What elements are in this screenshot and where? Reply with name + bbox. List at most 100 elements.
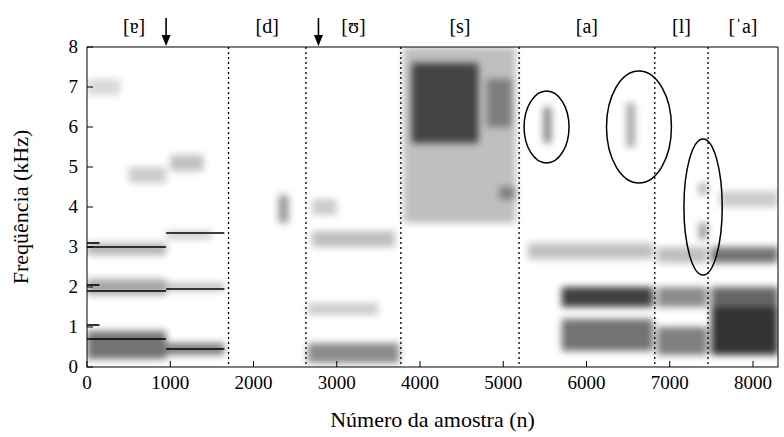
y-tick [87,127,93,128]
y-axis-title: Freqüência (kHz) [8,130,33,285]
highlight-ellipse [524,91,569,163]
x-tick [753,361,754,367]
segment-boundary [305,47,306,367]
energy-region [487,79,512,127]
x-tick-label: 2000 [235,372,273,393]
energy-region [166,283,224,291]
formant-line [87,338,166,340]
x-tick-label: 3000 [318,372,356,393]
y-tick [87,247,93,248]
y-tick [87,367,93,368]
x-tick-label: 4000 [401,372,439,393]
energy-region [626,103,634,147]
formant-line [166,288,224,290]
energy-region [657,327,707,355]
plot-frame [87,47,778,367]
energy-region [87,331,166,359]
x-axis-title: Número da amostra (n) [330,407,535,432]
segment-label: [s] [449,15,470,37]
y-tick [87,47,93,48]
y-tick [87,167,93,168]
energy-region [312,231,395,247]
y-tick-label: 6 [69,116,79,137]
plot-area [87,47,778,367]
x-tick-label: 0 [82,372,92,393]
energy-region [278,195,288,223]
x-tick [336,361,337,367]
y-tick [87,207,93,208]
energy-region [308,303,379,315]
x-tick [503,361,504,367]
energy-region [657,247,707,263]
segment-boundary [228,47,229,367]
x-tick-label: 5000 [484,372,522,393]
energy-region [308,343,400,363]
formant-line [87,324,99,326]
energy-region [720,191,778,207]
energy-region [412,63,479,143]
energy-region [699,223,707,239]
highlight-ellipse [606,71,671,183]
y-tick [87,287,93,288]
energy-region [657,287,707,307]
segment-boundary [400,47,401,367]
formant-line [166,348,224,350]
y-tick-label: 3 [69,236,79,257]
segment-label: [l] [672,15,691,37]
energy-region [87,279,166,295]
segment-label: [d] [256,15,279,37]
x-tick [170,361,171,367]
energy-region [87,79,120,95]
energy-region [543,107,551,143]
y-tick [87,87,93,88]
energy-region [499,187,516,199]
energy-region [528,243,653,259]
y-tick-label: 1 [69,316,79,337]
x-tick [420,361,421,367]
formant-line [166,232,224,234]
x-tick [586,361,587,367]
x-tick-label: 1000 [151,372,189,393]
energy-region [403,47,515,223]
formant-line [87,284,99,286]
energy-region [699,183,707,195]
energy-region [562,287,654,307]
chart: 0 1000 2000 3000 4000 5000 6000 7000 8000 0 1 2 3 4 5 6… [0,0,784,437]
arrow-head [162,35,171,46]
energy-region [129,167,166,183]
x-tick [253,361,254,367]
y-tick-label: 5 [69,156,79,177]
energy-layer [87,47,778,363]
segment-label: [a] [576,15,598,37]
energy-region [166,343,224,355]
x-tick-label: 8000 [734,372,772,393]
segment-boundary [654,47,655,367]
plot-background [87,47,778,367]
energy-region [711,307,778,355]
y-tick-label: 8 [69,36,79,57]
x-tick-label: 7000 [651,372,689,393]
x-tick [87,361,88,367]
formant-line [87,246,166,248]
y-tick-label: 0 [69,356,79,377]
y-tick-label: 4 [69,196,79,217]
segment-label: [ʊ] [341,15,365,37]
segment-boundary [707,47,708,367]
formant-line [87,290,166,292]
energy-region [562,319,654,351]
highlight-ellipse [684,139,722,275]
energy-region [711,287,778,307]
y-tick-label: 2 [69,276,79,297]
energy-region [312,199,337,215]
segment-boundary [518,47,519,367]
energy-region [170,155,203,171]
energy-region [87,243,166,255]
segment-label: [ˈa] [729,15,758,37]
energy-region [711,247,778,263]
segment-label: [ɐ] [123,15,145,37]
x-tick [669,361,670,367]
x-tick-label: 6000 [568,372,606,393]
y-tick [87,327,93,328]
formant-line [87,242,99,244]
y-tick-label: 7 [69,76,79,97]
